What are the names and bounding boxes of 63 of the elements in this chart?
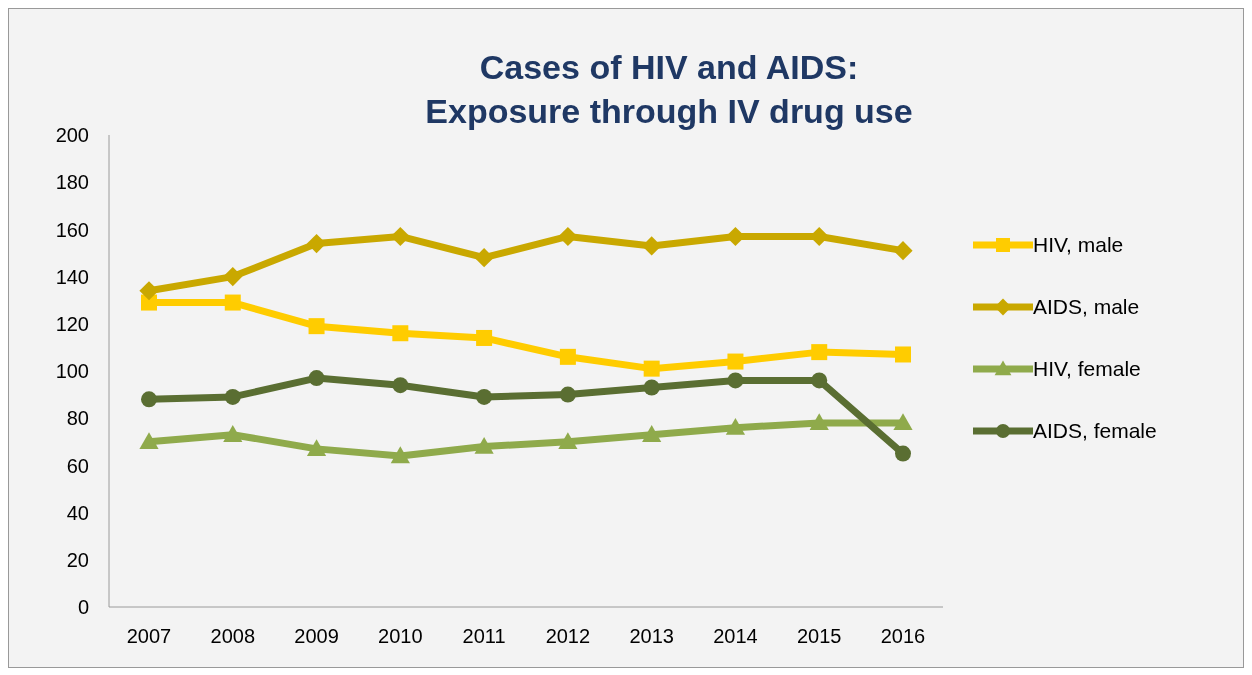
x-tick-label: 2011 <box>462 625 506 648</box>
x-tick-label: 2016 <box>880 625 926 648</box>
legend-label: AIDS, male <box>1033 295 1140 319</box>
point <box>223 425 243 442</box>
point <box>558 226 578 247</box>
point <box>811 372 828 389</box>
point <box>727 372 744 389</box>
point <box>474 248 494 268</box>
point <box>809 413 829 431</box>
point <box>559 348 576 365</box>
chart-title: Cases of HIV and AIDS: Exposure through IV drug use <box>424 47 914 132</box>
x-tick-label: 2010 <box>378 625 423 648</box>
point <box>643 360 660 377</box>
point <box>306 439 327 457</box>
y-tick-label: 40 <box>66 501 89 524</box>
x-tick-label: 2008 <box>210 625 256 648</box>
point <box>725 418 746 435</box>
point <box>139 281 159 301</box>
point <box>392 377 409 394</box>
point <box>727 353 744 370</box>
point <box>474 436 494 454</box>
point <box>223 267 243 287</box>
point <box>893 241 913 261</box>
point <box>643 379 660 396</box>
legend-label: HIV, female <box>1033 357 1141 381</box>
point <box>390 446 410 464</box>
x-tick-label: 2014 <box>713 625 758 648</box>
y-tick-label: 0 <box>77 596 89 619</box>
point <box>392 325 409 342</box>
point <box>224 388 241 405</box>
point <box>558 432 578 449</box>
y-tick-label: 200 <box>55 124 89 147</box>
point <box>895 346 911 363</box>
point <box>476 388 493 405</box>
x-tick-label: 2007 <box>126 625 172 648</box>
point <box>642 236 662 256</box>
point <box>308 370 325 387</box>
point <box>642 425 662 442</box>
point <box>224 294 241 311</box>
legend-label: AIDS, female <box>1033 419 1157 443</box>
y-tick-label: 160 <box>55 218 89 241</box>
y-tick-label: 100 <box>55 360 89 383</box>
y-tick-label: 60 <box>66 454 89 477</box>
point <box>139 432 159 449</box>
point <box>141 391 157 408</box>
point <box>390 226 410 247</box>
x-tick-label: 2009 <box>294 625 339 648</box>
y-tick-label: 80 <box>66 407 89 430</box>
point <box>476 329 493 346</box>
x-tick-label: 2012 <box>545 625 591 648</box>
y-tick-label: 120 <box>55 312 89 335</box>
point <box>811 344 828 361</box>
point <box>893 413 913 431</box>
y-tick-label: 20 <box>66 548 89 571</box>
point <box>559 386 576 403</box>
point <box>306 233 327 254</box>
x-tick-label: 2015 <box>796 625 842 648</box>
y-tick-label: 140 <box>55 265 89 288</box>
legend-label: HIV, male <box>1033 233 1124 257</box>
x-tick-label: 2013 <box>629 625 674 648</box>
point <box>895 445 911 462</box>
point <box>308 318 325 335</box>
y-tick-label: 180 <box>55 171 89 194</box>
